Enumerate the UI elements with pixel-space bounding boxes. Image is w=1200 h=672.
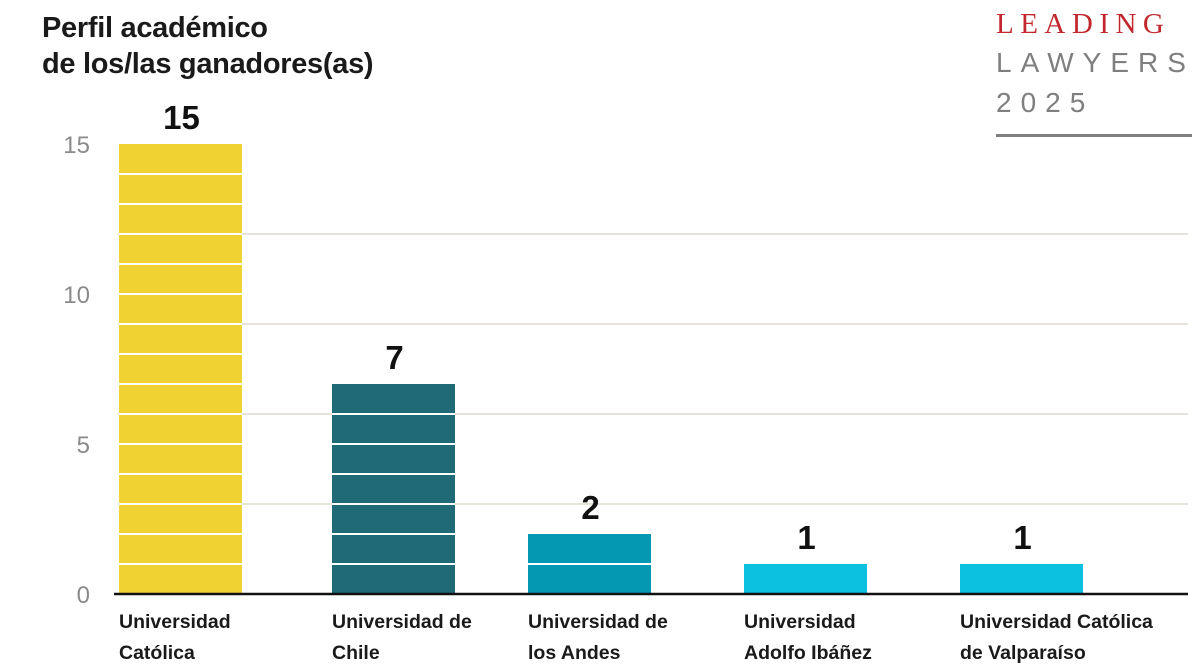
bar [744, 564, 867, 594]
x-category-label: Adolfo Ibáñez [744, 642, 872, 664]
x-category-label: Universidad de [332, 611, 472, 633]
y-tick-label: 15 [63, 132, 90, 159]
x-category-label: Chile [332, 642, 380, 664]
data-label: 1 [1013, 519, 1031, 556]
x-category-label: Universidad de [528, 611, 668, 633]
bar [119, 144, 242, 594]
y-tick-label: 5 [77, 432, 90, 459]
x-category-label: los Andes [528, 642, 621, 664]
x-category-label: Universidad [744, 611, 856, 633]
data-label: 1 [797, 519, 815, 556]
chart-title-line-2: de los/las ganadores(as) [42, 48, 374, 80]
chart-title: Perfil académico de los/las ganadores(as… [42, 10, 374, 82]
chart-title-line-1: Perfil académico [42, 12, 268, 44]
logo-underline [996, 134, 1192, 137]
logo-lawyers-text: LAWYERS [996, 47, 1195, 78]
y-tick-label: 0 [77, 582, 90, 609]
bar [960, 564, 1083, 594]
data-label: 7 [385, 339, 403, 376]
bar [332, 384, 455, 594]
logo-leading-text: LEADING [996, 8, 1171, 40]
leading-lawyers-logo: LEADING LAWYERS 2025 [996, 6, 1192, 137]
x-category-label: Católica [119, 642, 195, 664]
data-label: 15 [163, 99, 200, 136]
logo-year-text: 2025 [996, 87, 1095, 118]
x-category-label: de Valparaíso [960, 642, 1086, 664]
y-tick-label: 10 [63, 282, 90, 309]
data-label: 2 [581, 489, 599, 526]
x-category-label: Universidad [119, 611, 231, 633]
x-category-label: Universidad Católica [960, 611, 1153, 633]
